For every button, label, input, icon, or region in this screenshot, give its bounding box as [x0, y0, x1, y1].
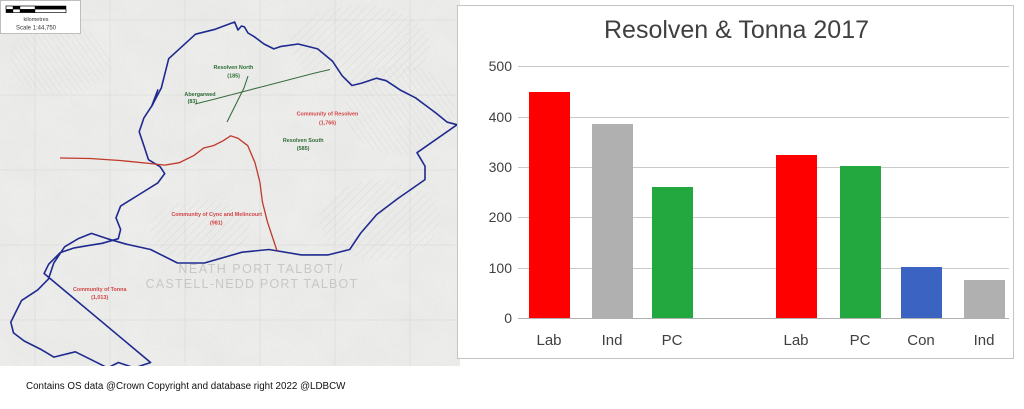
svg-text:Community of Tonna: Community of Tonna	[73, 287, 128, 293]
svg-text:(585): (585)	[297, 146, 310, 152]
svg-text:NEATH PORT TALBOT /: NEATH PORT TALBOT /	[178, 262, 343, 276]
svg-text:CASTELL-NEDD PORT TALBOT: CASTELL-NEDD PORT TALBOT	[146, 277, 359, 291]
svg-text:(83): (83)	[188, 99, 198, 105]
svg-text:(1,766): (1,766)	[319, 120, 336, 126]
svg-text:(185): (185)	[227, 74, 240, 80]
svg-text:Abergarwed: Abergarwed	[184, 92, 215, 98]
svg-text:kilometres: kilometres	[23, 17, 48, 23]
svg-text:Community of Resolven: Community of Resolven	[297, 112, 359, 118]
svg-text:Scale 1:44,750: Scale 1:44,750	[16, 26, 57, 32]
svg-text:Resolven South: Resolven South	[283, 138, 324, 144]
svg-text:Community of Cync and Melincou: Community of Cync and Melincourt	[171, 212, 262, 218]
svg-text:(981): (981)	[210, 221, 223, 227]
svg-text:Resolven North: Resolven North	[213, 65, 253, 71]
svg-text:(1,013): (1,013)	[91, 295, 108, 301]
